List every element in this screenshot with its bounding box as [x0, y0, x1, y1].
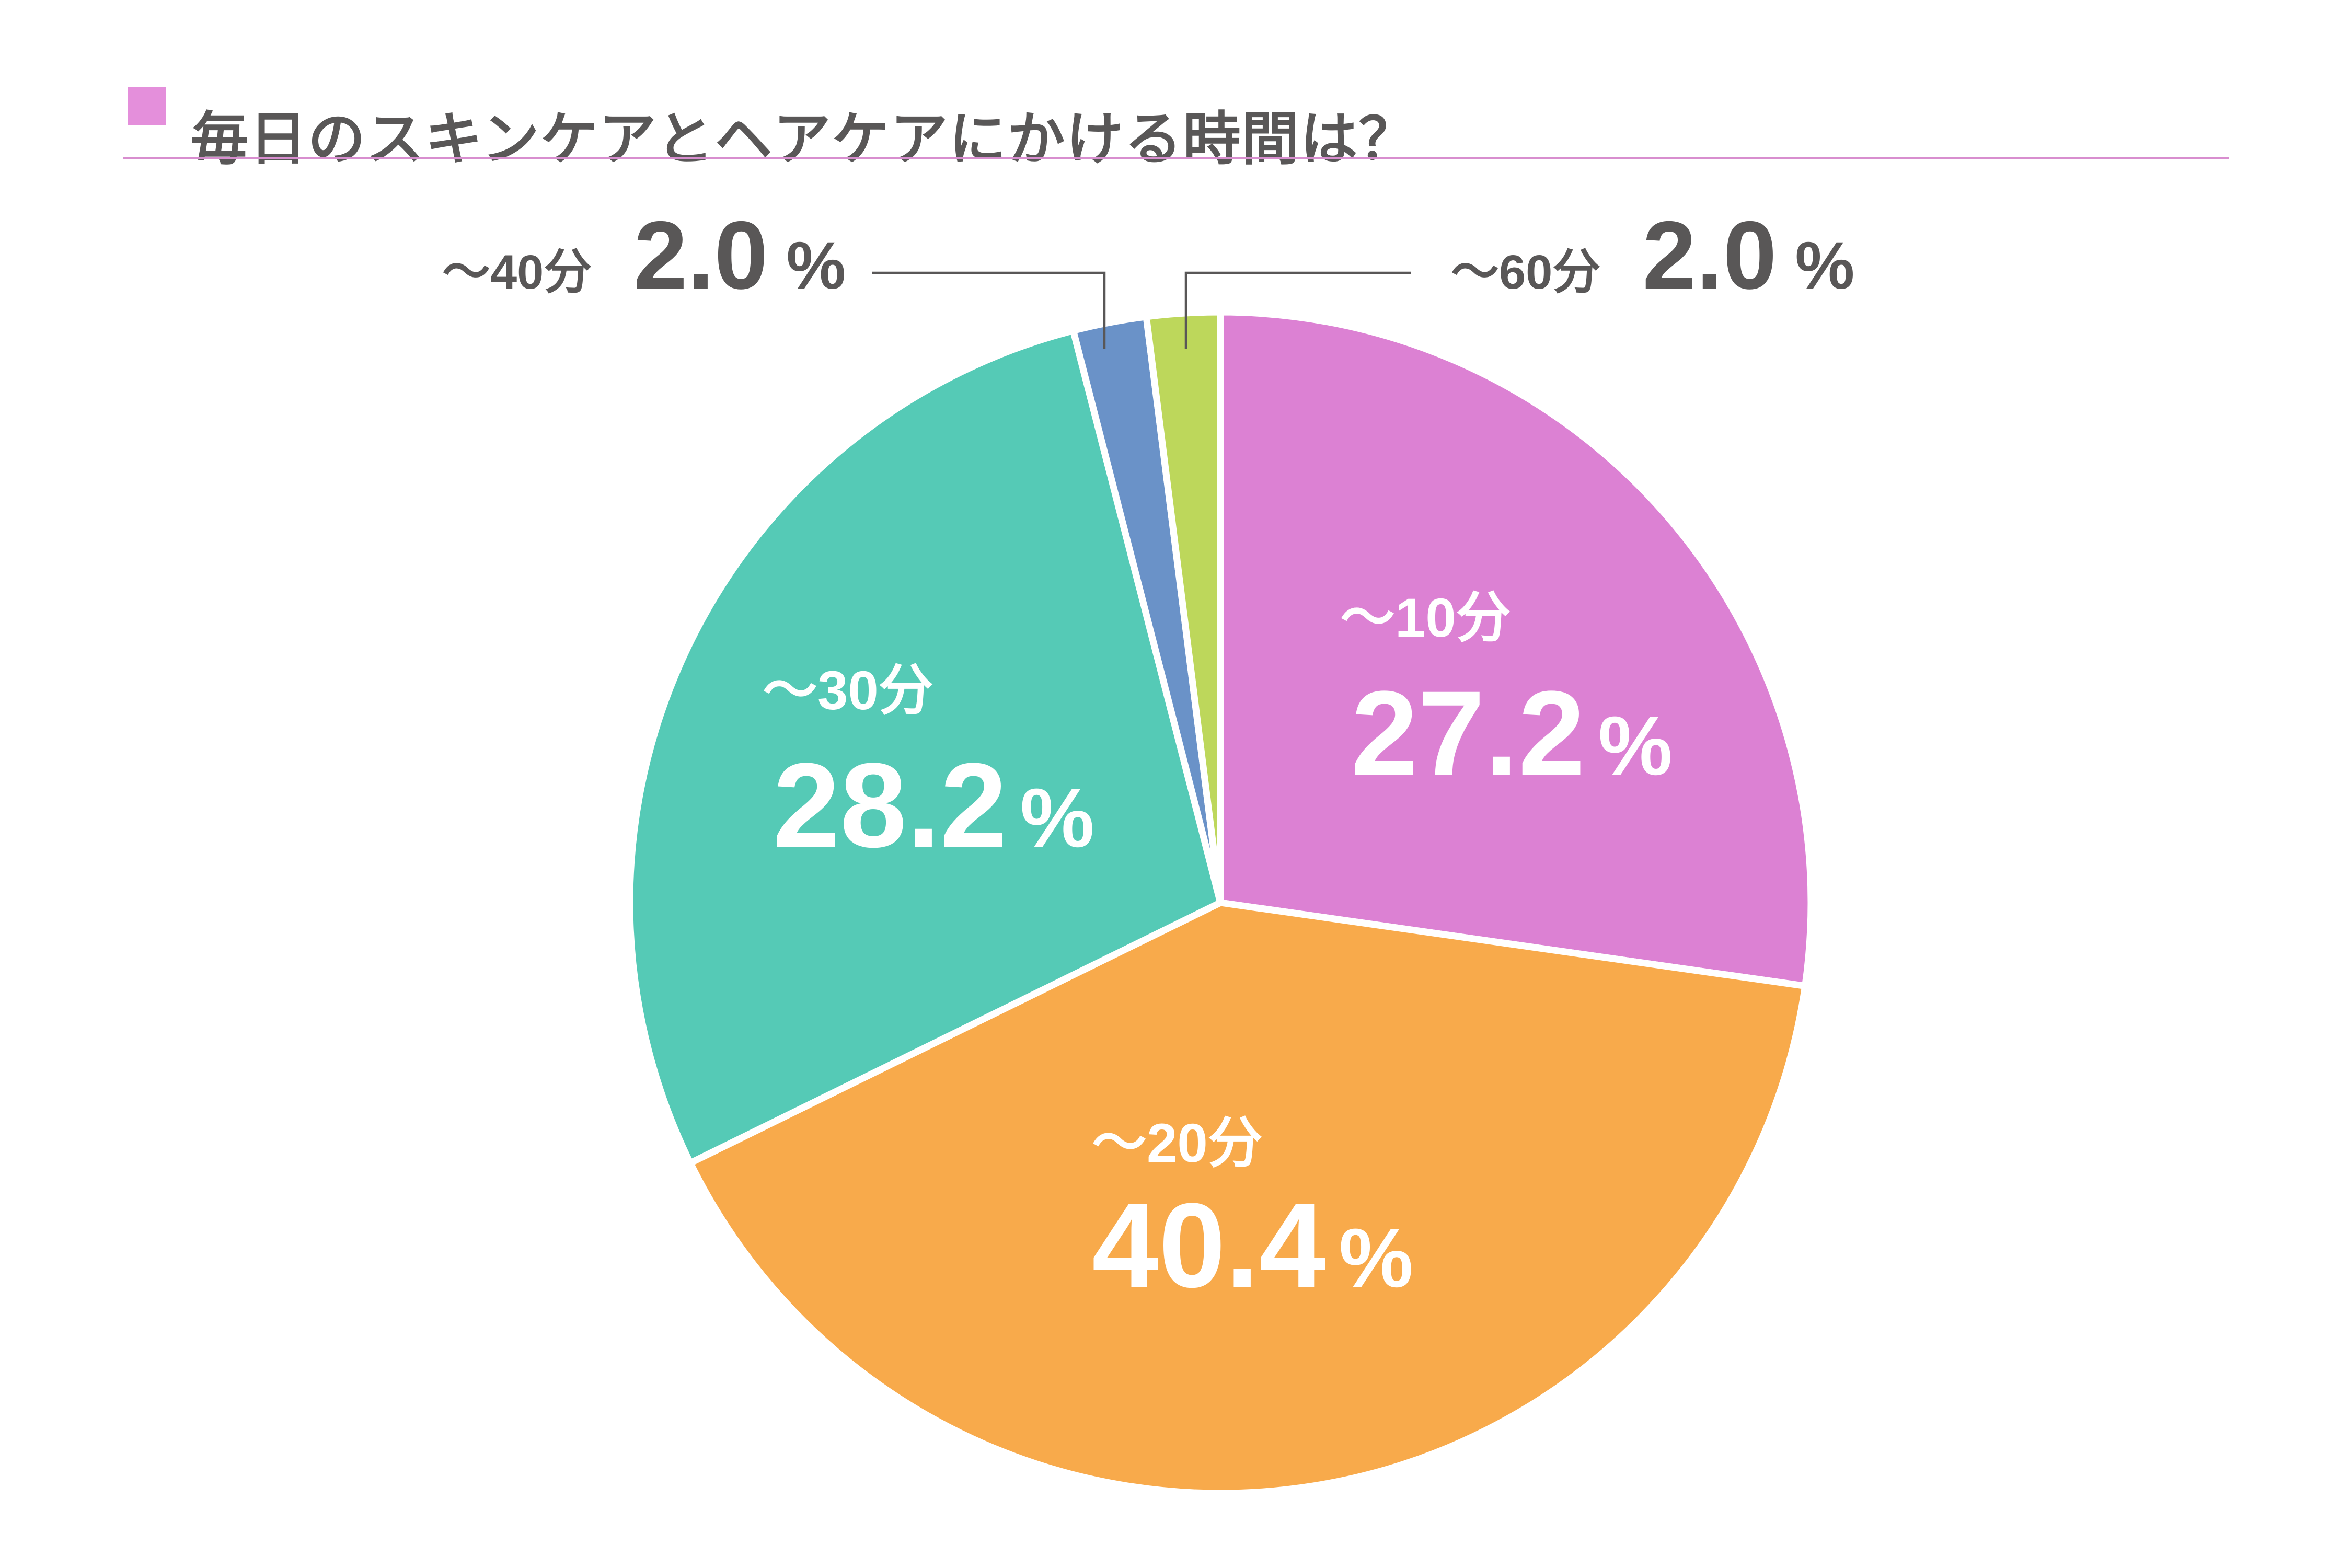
pie-slice-5	[1142, 308, 1224, 903]
slice-category-label: ～20分	[1092, 1113, 1263, 1174]
leader-line	[872, 271, 1106, 349]
slice-category-label: ～10分	[1340, 587, 1511, 649]
pie-slice-2	[685, 899, 1809, 1497]
callout-label: ～60分 2.0%	[1451, 202, 1854, 309]
leader-lines-group	[872, 271, 1411, 349]
slice-value-label: 40.4%	[1092, 1178, 1413, 1312]
pie-slice-3	[626, 326, 1225, 1168]
callout-label: ～40分 2.0%	[442, 202, 846, 309]
slice-value-label: 27.2%	[1351, 666, 1673, 800]
slice-category-label: ～30分	[763, 660, 933, 721]
slice-value-label: 28.2%	[773, 738, 1094, 872]
title-bullet-square-icon	[128, 87, 166, 125]
title-underline	[123, 157, 2229, 159]
pie-slices-group	[626, 308, 1815, 1497]
leader-line	[1184, 271, 1411, 349]
pie-slice-1	[1217, 308, 1815, 990]
